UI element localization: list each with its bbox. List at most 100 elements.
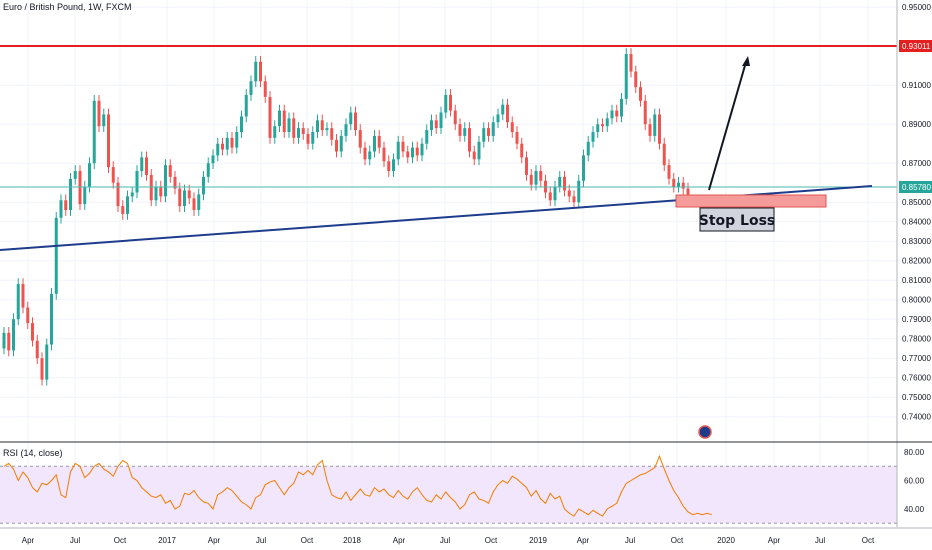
candle-body (78, 171, 82, 205)
rsi-tick-label: 60.00 (904, 477, 925, 486)
time-tick-label: 2018 (343, 536, 361, 545)
candle-body (387, 161, 391, 172)
price-tick-label: 0.95000 (902, 3, 931, 12)
candle-body (16, 284, 20, 320)
chart-title: Euro / British Pound, 1W, FXCM (3, 2, 132, 12)
candle-body (211, 155, 215, 164)
candle-body (130, 192, 134, 197)
time-tick-label: Jul (70, 536, 80, 545)
candle-body (677, 182, 680, 187)
candle-body (140, 157, 144, 172)
candle-body (330, 128, 334, 140)
candle-body (477, 141, 481, 160)
candle-body (624, 54, 628, 99)
candle-body (92, 100, 96, 164)
price-tick-label: 0.77000 (902, 354, 931, 363)
time-tick-label: 2019 (529, 536, 547, 545)
candle-body (529, 174, 533, 185)
time-tick-label: Oct (671, 536, 684, 545)
price-tick-label: 0.83000 (902, 237, 931, 246)
candle-body (111, 167, 115, 183)
candle-body (662, 143, 666, 166)
candle-body (31, 323, 34, 341)
candle-body (468, 128, 471, 152)
candle-body (434, 120, 438, 129)
candle-body (335, 139, 338, 152)
candle-body (45, 344, 49, 380)
price-tick-label: 0.82000 (902, 257, 931, 266)
time-tick-label: Oct (862, 536, 875, 545)
candle-body (373, 135, 376, 152)
candle-body (420, 143, 424, 156)
candle-body (159, 186, 163, 197)
candle-body (235, 132, 239, 148)
candle-body (567, 190, 571, 197)
price-tick-label: 0.79000 (902, 315, 931, 324)
candle-body (69, 178, 72, 211)
candle-body (548, 192, 552, 201)
grid-lines (0, 0, 897, 527)
candle-body (377, 135, 381, 148)
candle-body (401, 141, 405, 152)
candle-body (525, 157, 528, 175)
candle-body (368, 151, 372, 160)
candle-body (605, 118, 609, 127)
rsi-line (3, 454, 712, 517)
candle-body (591, 132, 595, 142)
candle-body (634, 71, 638, 88)
time-tick-label: Apr (208, 536, 221, 545)
rsi-pane (0, 454, 897, 524)
candle-body (349, 112, 353, 125)
candle-body (311, 132, 315, 144)
candle-body (411, 147, 414, 158)
candle-body (415, 147, 419, 156)
candle-body (278, 110, 281, 127)
candle-body (463, 128, 467, 136)
resistance-price-tag (899, 40, 932, 52)
candle-body (482, 128, 486, 142)
candle-body (596, 124, 600, 133)
candle-body (515, 132, 519, 144)
stop-loss-zone (675, 194, 827, 208)
candle-body (453, 110, 457, 125)
price-tick-label: 0.89000 (902, 120, 931, 129)
candle-body (244, 94, 248, 117)
rsi-tick-label: 80.00 (904, 448, 925, 457)
candle-body (168, 165, 172, 177)
time-tick-label: Oct (114, 536, 127, 545)
candle-body (54, 217, 58, 294)
candle-body (206, 163, 210, 177)
candle-body (358, 130, 362, 148)
price-tick-label: 0.74000 (902, 413, 931, 422)
candle-body (145, 157, 148, 175)
candle-body (501, 104, 505, 115)
candle-body (183, 190, 186, 207)
candle-body (586, 141, 590, 156)
arrowhead-icon (742, 56, 750, 66)
candle-body (582, 155, 585, 181)
time-tick-label: 2017 (158, 536, 176, 545)
candle-body (107, 114, 110, 168)
candle-body (577, 180, 581, 203)
candle-body (282, 110, 286, 133)
candle-body (50, 293, 53, 345)
candle-body (534, 171, 538, 185)
candle-body (520, 143, 524, 158)
event-marker-icon (698, 425, 712, 439)
time-tick-label: Apr (577, 536, 590, 545)
candle-body (406, 151, 410, 158)
candle-body (259, 61, 262, 82)
candle-body (12, 319, 15, 351)
candle-body (658, 114, 661, 144)
price-tick-label: 0.91000 (902, 81, 931, 90)
candle-body (425, 130, 429, 144)
stop-loss-label-box (699, 207, 775, 232)
candle-body (639, 87, 642, 101)
time-tick-label: 2020 (717, 536, 735, 545)
candle-body (686, 188, 690, 195)
candle-body (254, 61, 258, 82)
candle-body (192, 198, 196, 211)
candle-body (653, 114, 657, 136)
candle-body (430, 120, 433, 131)
candle-body (539, 171, 543, 181)
